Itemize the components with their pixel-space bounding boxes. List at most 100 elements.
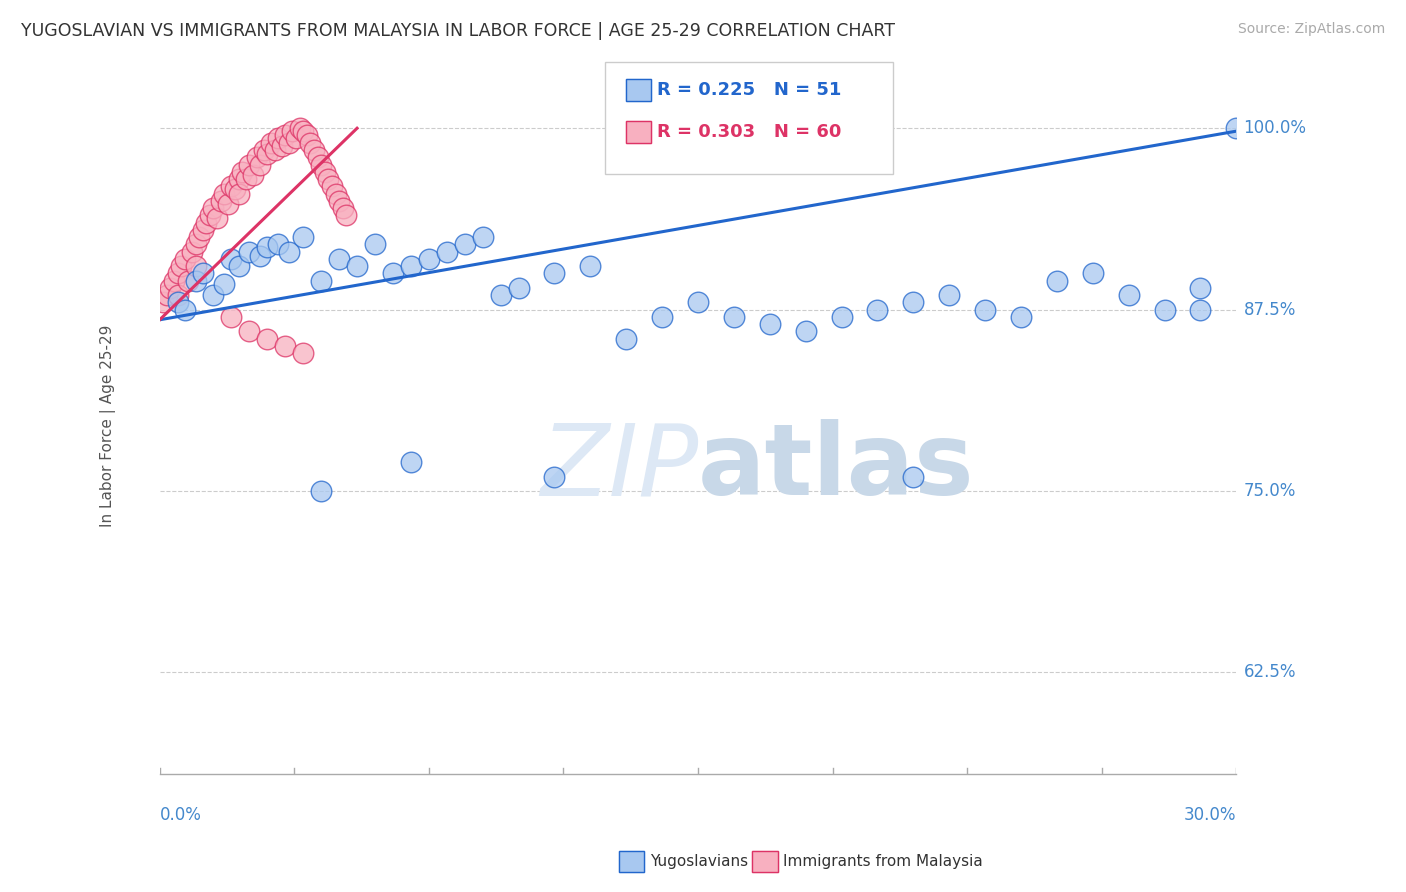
Point: [173, 252, 195, 266]
Point: [195, 216, 218, 230]
Point: [399, 259, 422, 273]
Point: [238, 325, 260, 339]
Point: [163, 274, 186, 288]
Point: [209, 194, 232, 208]
Point: [156, 288, 179, 302]
Point: [221, 179, 243, 194]
Point: [249, 249, 271, 263]
Point: [614, 332, 637, 346]
Point: [292, 124, 315, 138]
Text: R = 0.225   N = 51: R = 0.225 N = 51: [657, 81, 841, 99]
Point: [221, 310, 243, 324]
Point: [260, 136, 283, 150]
Text: R = 0.303   N = 60: R = 0.303 N = 60: [657, 123, 841, 141]
Point: [328, 194, 350, 208]
Point: [166, 266, 188, 280]
Point: [292, 346, 315, 360]
Text: In Labor Force | Age 25-29: In Labor Force | Age 25-29: [100, 325, 115, 527]
Point: [263, 143, 285, 157]
Point: [188, 230, 211, 244]
Point: [152, 295, 174, 310]
Point: [381, 266, 404, 280]
Point: [249, 157, 271, 171]
Point: [831, 310, 853, 324]
Point: [214, 277, 236, 291]
Point: [471, 230, 494, 244]
Point: [325, 186, 347, 201]
Point: [224, 182, 246, 196]
Text: 75.0%: 75.0%: [1243, 482, 1296, 500]
Point: [309, 274, 332, 288]
Point: [281, 124, 304, 138]
Text: 87.5%: 87.5%: [1243, 301, 1296, 318]
Point: [321, 179, 343, 194]
Point: [318, 172, 340, 186]
Point: [253, 143, 276, 157]
Point: [332, 201, 354, 215]
Point: [364, 237, 387, 252]
Point: [221, 252, 243, 266]
Point: [238, 157, 260, 171]
Point: [202, 201, 225, 215]
Point: [686, 295, 709, 310]
Point: [903, 469, 925, 483]
Point: [184, 274, 207, 288]
Point: [184, 259, 207, 273]
Text: YUGOSLAVIAN VS IMMIGRANTS FROM MALAYSIA IN LABOR FORCE | AGE 25-29 CORRELATION C: YUGOSLAVIAN VS IMMIGRANTS FROM MALAYSIA …: [21, 22, 896, 40]
Point: [508, 281, 530, 295]
Point: [794, 325, 817, 339]
Point: [723, 310, 745, 324]
Point: [579, 259, 602, 273]
Point: [295, 128, 318, 143]
Text: 30.0%: 30.0%: [1184, 806, 1236, 824]
Point: [346, 259, 368, 273]
Point: [235, 172, 257, 186]
Point: [314, 165, 336, 179]
Point: [191, 223, 214, 237]
Point: [170, 259, 193, 273]
Point: [328, 252, 350, 266]
Point: [903, 295, 925, 310]
Point: [173, 302, 195, 317]
Point: [217, 196, 239, 211]
Point: [1081, 266, 1104, 280]
Point: [759, 317, 782, 331]
Point: [974, 302, 997, 317]
Point: [938, 288, 960, 302]
Text: Source: ZipAtlas.com: Source: ZipAtlas.com: [1237, 22, 1385, 37]
Point: [270, 138, 292, 153]
Point: [1010, 310, 1032, 324]
Point: [277, 244, 299, 259]
Point: [267, 131, 290, 145]
Point: [256, 332, 278, 346]
Point: [166, 288, 188, 302]
Point: [489, 288, 512, 302]
Point: [177, 274, 200, 288]
Point: [181, 244, 204, 259]
Text: atlas: atlas: [697, 419, 974, 516]
Point: [1189, 302, 1212, 317]
Point: [228, 186, 250, 201]
Point: [299, 136, 322, 150]
Point: [1189, 281, 1212, 295]
Point: [256, 147, 278, 161]
Point: [274, 128, 297, 143]
Point: [228, 172, 250, 186]
Point: [1153, 302, 1175, 317]
Text: 0.0%: 0.0%: [160, 806, 201, 824]
Point: [292, 230, 315, 244]
Point: [242, 168, 264, 182]
Text: Immigrants from Malaysia: Immigrants from Malaysia: [783, 855, 983, 869]
Point: [418, 252, 440, 266]
Text: 100.0%: 100.0%: [1243, 120, 1306, 137]
Point: [302, 143, 325, 157]
Text: ZIP: ZIP: [540, 419, 697, 516]
Point: [307, 150, 329, 164]
Point: [1118, 288, 1140, 302]
Point: [267, 237, 290, 252]
Point: [245, 150, 267, 164]
Point: [205, 211, 228, 226]
Point: [399, 455, 422, 469]
Point: [543, 266, 565, 280]
Point: [454, 237, 477, 252]
